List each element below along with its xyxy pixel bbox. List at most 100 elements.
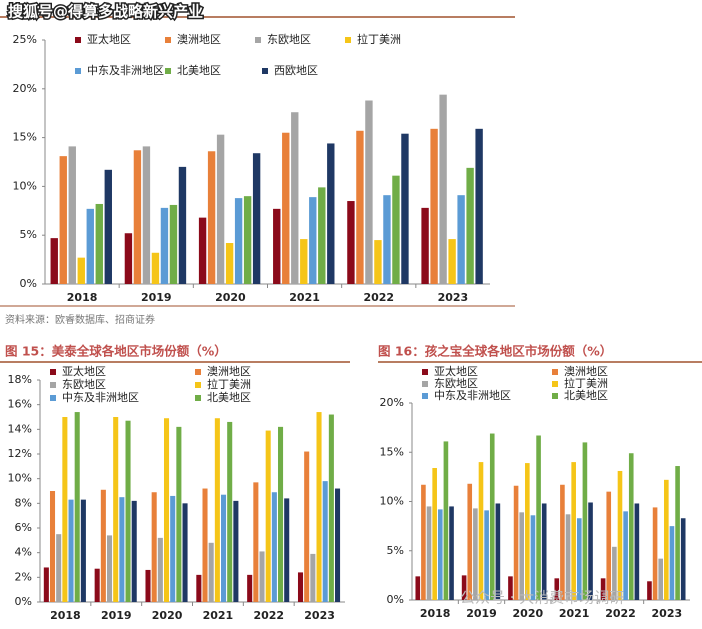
legend-swatch bbox=[552, 393, 558, 399]
chart-title: 图 16：孩之宝全球各地区市场份额（%） bbox=[378, 344, 612, 359]
x-tick-label: 2021 bbox=[203, 609, 234, 622]
bar bbox=[310, 553, 316, 602]
bar bbox=[652, 507, 658, 600]
y-tick-label: 6% bbox=[15, 521, 32, 534]
bar bbox=[300, 239, 308, 284]
y-tick-label: 8% bbox=[15, 496, 32, 509]
legend-label: 中东及非洲地区 bbox=[87, 64, 164, 77]
bar bbox=[457, 195, 465, 284]
legend-swatch bbox=[195, 382, 201, 388]
bar bbox=[56, 534, 62, 602]
legend-swatch bbox=[50, 369, 56, 375]
bar bbox=[74, 412, 80, 602]
bar bbox=[124, 233, 133, 284]
legend-label: 亚太地区 bbox=[62, 365, 106, 378]
legend-swatch bbox=[422, 369, 428, 375]
bar bbox=[478, 462, 484, 600]
bar bbox=[196, 574, 202, 602]
bar bbox=[59, 156, 67, 284]
bar bbox=[576, 518, 582, 600]
bar bbox=[151, 492, 157, 602]
bar bbox=[565, 514, 571, 600]
bar bbox=[664, 479, 669, 600]
legend-label: 亚太地区 bbox=[87, 33, 131, 46]
x-tick-label: 2021 bbox=[559, 607, 590, 620]
bar bbox=[80, 499, 86, 602]
x-tick-label: 2019 bbox=[141, 291, 172, 304]
bar bbox=[198, 217, 207, 284]
legend-label: 西欧地区 bbox=[274, 64, 318, 77]
legend-label: 亚太地区 bbox=[434, 365, 478, 378]
y-tick-label: 4% bbox=[15, 546, 32, 559]
bar bbox=[309, 197, 317, 284]
legend-swatch bbox=[195, 369, 201, 375]
bar bbox=[234, 198, 243, 284]
bar bbox=[680, 518, 686, 600]
bar bbox=[628, 453, 634, 600]
bar bbox=[133, 150, 142, 284]
legend-swatch bbox=[255, 37, 261, 43]
legend-swatch bbox=[165, 37, 171, 43]
bar bbox=[316, 412, 322, 602]
bar bbox=[225, 243, 234, 284]
bar bbox=[142, 146, 151, 284]
bar bbox=[554, 578, 560, 600]
bar bbox=[448, 239, 456, 284]
bar bbox=[50, 238, 58, 284]
bar bbox=[347, 201, 355, 284]
bar bbox=[513, 485, 519, 600]
x-tick-label: 2023 bbox=[304, 609, 335, 622]
bar bbox=[669, 526, 675, 600]
y-tick-label: 20% bbox=[13, 82, 37, 95]
bar bbox=[365, 100, 373, 285]
legend-swatch bbox=[552, 369, 558, 375]
bar bbox=[588, 502, 593, 600]
bar bbox=[207, 151, 216, 284]
legend-label: 北美地区 bbox=[207, 391, 251, 404]
bar bbox=[259, 551, 265, 602]
bar bbox=[475, 128, 483, 284]
bar bbox=[178, 166, 187, 284]
bar bbox=[151, 252, 160, 284]
y-tick-label: 15% bbox=[380, 445, 404, 458]
bar bbox=[327, 143, 335, 284]
bar bbox=[86, 208, 94, 284]
bar bbox=[163, 418, 170, 602]
bar bbox=[541, 503, 547, 600]
bar bbox=[612, 546, 617, 600]
bar bbox=[100, 489, 106, 602]
y-tick-label: 25% bbox=[13, 33, 37, 46]
bar bbox=[658, 558, 664, 600]
x-tick-label: 2018 bbox=[67, 291, 98, 304]
bar bbox=[227, 421, 233, 602]
legend-label: 中东及非洲地区 bbox=[434, 389, 511, 402]
bar bbox=[432, 468, 437, 600]
bar bbox=[273, 208, 281, 284]
bar bbox=[437, 509, 443, 600]
x-tick-label: 2023 bbox=[652, 607, 683, 620]
bar bbox=[62, 417, 68, 602]
x-tick-label: 2022 bbox=[363, 291, 394, 304]
bar bbox=[95, 203, 103, 284]
bar bbox=[104, 169, 112, 284]
bar bbox=[536, 435, 541, 600]
legend-swatch bbox=[50, 382, 56, 388]
y-tick-label: 5% bbox=[387, 544, 404, 557]
legend-label: 北美地区 bbox=[564, 389, 608, 402]
legend-label: 澳洲地区 bbox=[564, 365, 608, 378]
bar bbox=[328, 414, 334, 602]
bar bbox=[421, 484, 426, 600]
bar bbox=[68, 146, 76, 284]
bar bbox=[449, 506, 454, 600]
bar bbox=[571, 462, 576, 600]
bar bbox=[466, 167, 474, 284]
x-tick-label: 2019 bbox=[101, 609, 132, 622]
bar bbox=[508, 576, 513, 600]
bar bbox=[243, 196, 252, 284]
x-tick-label: 2019 bbox=[466, 607, 497, 620]
bar bbox=[247, 574, 253, 602]
bar bbox=[119, 497, 125, 602]
bar bbox=[415, 576, 421, 600]
watermark: 公众号 · 大消费市场调研 bbox=[460, 589, 624, 607]
bar bbox=[356, 130, 364, 284]
